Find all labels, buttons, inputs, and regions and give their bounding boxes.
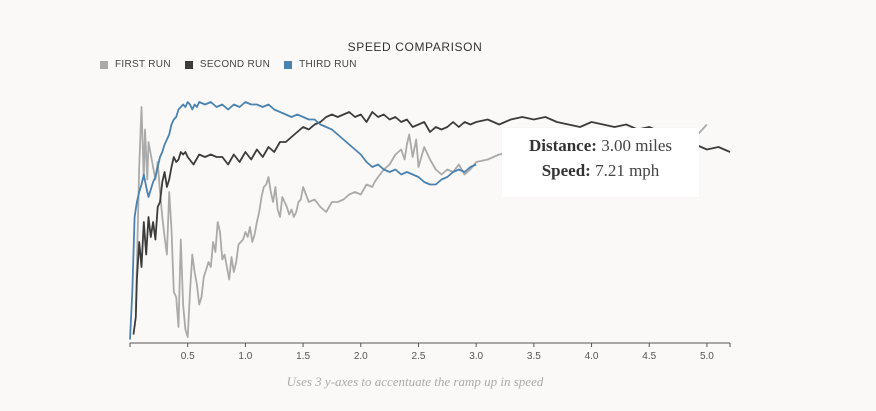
legend-item-first-run[interactable]: FIRST RUN	[100, 59, 171, 70]
plot-lines	[129, 101, 731, 340]
legend-label-first-run: FIRST RUN	[115, 59, 171, 70]
series-line-third-run[interactable]	[129, 101, 477, 340]
x-tick-label: 4.5	[642, 351, 656, 362]
x-ticks: 0.5 1.0 1.5 2.0 2.5 3.0 3.5 4.0 4.5 5.0	[129, 343, 731, 362]
chart-title: SPEED COMPARISON	[347, 40, 483, 54]
tooltip-distance-value: 3.00 miles	[601, 136, 673, 155]
x-tick-label: 1.5	[296, 351, 310, 362]
legend-swatch-second-run	[184, 60, 193, 69]
hover-tooltip: Distance: 3.00 miles Speed: 7.21 mph	[502, 128, 699, 197]
legend-label-third-run: THIRD RUN	[299, 59, 357, 70]
x-tick-label: 4.0	[585, 351, 599, 362]
chart-caption: Uses 3 y-axes to accentuate the ramp up …	[286, 374, 544, 389]
x-tick-label: 0.5	[181, 351, 195, 362]
legend-label-second-run: SECOND RUN	[199, 59, 271, 70]
x-tick-label: 3.5	[527, 351, 541, 362]
tooltip-distance-label: Distance:	[528, 136, 597, 155]
tooltip-speed-value: 7.21 mph	[595, 161, 660, 180]
tooltip-speed-row: Speed: 7.21 mph	[502, 158, 699, 183]
x-tick-label: 5.0	[700, 351, 714, 362]
legend: FIRST RUN SECOND RUN THIRD RUN	[100, 59, 357, 70]
legend-swatch-first-run	[100, 60, 108, 69]
series-line-first-run[interactable]	[134, 106, 708, 338]
x-tick-label: 2.5	[412, 351, 426, 362]
tooltip-speed-label: Speed:	[541, 161, 591, 180]
tooltip-distance-row: Distance: 3.00 miles	[502, 133, 699, 158]
x-tick-label: 2.0	[354, 351, 368, 362]
series-line-second-run[interactable]	[132, 111, 731, 335]
legend-swatch-third-run	[284, 60, 293, 69]
x-tick-label: 3.0	[469, 351, 483, 362]
legend-item-third-run[interactable]: THIRD RUN	[284, 59, 357, 70]
x-tick-label: 1.0	[238, 351, 252, 362]
legend-item-second-run[interactable]: SECOND RUN	[184, 59, 271, 70]
